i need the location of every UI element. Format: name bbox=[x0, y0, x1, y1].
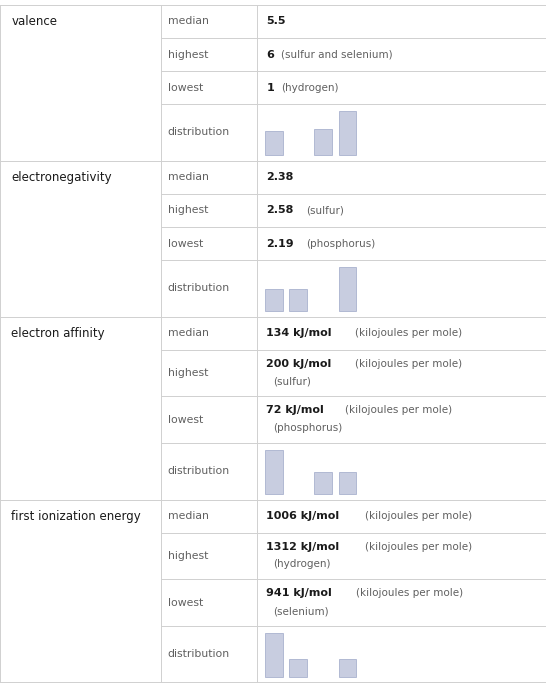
Text: electron affinity: electron affinity bbox=[11, 327, 105, 340]
Text: 2.58: 2.58 bbox=[266, 206, 294, 215]
Text: 72 kJ/mol: 72 kJ/mol bbox=[266, 405, 324, 416]
Text: (selenium): (selenium) bbox=[273, 606, 329, 616]
Text: distribution: distribution bbox=[168, 127, 230, 138]
Text: distribution: distribution bbox=[168, 283, 230, 293]
Text: median: median bbox=[168, 17, 209, 26]
Bar bbox=[339, 111, 356, 155]
Text: (kilojoules per mole): (kilojoules per mole) bbox=[365, 541, 472, 552]
Text: (kilojoules per mole): (kilojoules per mole) bbox=[355, 358, 462, 369]
Bar bbox=[339, 267, 356, 311]
Text: highest: highest bbox=[168, 551, 208, 561]
Text: electronegativity: electronegativity bbox=[11, 171, 112, 184]
Text: distribution: distribution bbox=[168, 649, 230, 659]
Text: 1312 kJ/mol: 1312 kJ/mol bbox=[266, 541, 340, 552]
Text: 5.5: 5.5 bbox=[266, 17, 286, 26]
Text: lowest: lowest bbox=[168, 598, 203, 608]
Bar bbox=[265, 289, 282, 311]
Text: 2.38: 2.38 bbox=[266, 172, 294, 182]
Text: lowest: lowest bbox=[168, 83, 203, 93]
Text: lowest: lowest bbox=[168, 415, 203, 424]
Bar bbox=[314, 472, 331, 494]
Text: (hydrogen): (hydrogen) bbox=[273, 559, 330, 570]
Text: lowest: lowest bbox=[168, 239, 203, 248]
Text: (sulfur): (sulfur) bbox=[306, 206, 344, 215]
Text: first ionization energy: first ionization energy bbox=[11, 510, 141, 523]
Text: highest: highest bbox=[168, 50, 208, 60]
Text: 1: 1 bbox=[266, 83, 274, 93]
Text: (phosphorus): (phosphorus) bbox=[306, 239, 376, 248]
Text: 2.19: 2.19 bbox=[266, 239, 294, 248]
Bar bbox=[339, 659, 356, 677]
Text: (kilojoules per mole): (kilojoules per mole) bbox=[355, 588, 463, 599]
Text: 6: 6 bbox=[266, 50, 274, 60]
Text: median: median bbox=[168, 328, 209, 338]
Text: highest: highest bbox=[168, 206, 208, 215]
Text: median: median bbox=[168, 172, 209, 182]
Text: (hydrogen): (hydrogen) bbox=[281, 83, 339, 93]
Text: (kilojoules per mole): (kilojoules per mole) bbox=[345, 405, 453, 416]
Bar bbox=[289, 289, 307, 311]
Text: (phosphorus): (phosphorus) bbox=[273, 423, 342, 433]
Text: 1006 kJ/mol: 1006 kJ/mol bbox=[266, 511, 340, 521]
Text: 200 kJ/mol: 200 kJ/mol bbox=[266, 358, 332, 369]
Bar bbox=[265, 633, 282, 677]
Text: valence: valence bbox=[11, 15, 57, 28]
Bar bbox=[265, 131, 282, 155]
Text: 941 kJ/mol: 941 kJ/mol bbox=[266, 588, 332, 599]
Bar bbox=[339, 472, 356, 494]
Text: (sulfur): (sulfur) bbox=[273, 376, 311, 387]
Text: (sulfur and selenium): (sulfur and selenium) bbox=[281, 50, 393, 60]
Bar bbox=[314, 129, 331, 155]
Text: highest: highest bbox=[168, 368, 208, 378]
Bar bbox=[265, 450, 282, 494]
Text: (kilojoules per mole): (kilojoules per mole) bbox=[355, 328, 462, 338]
Text: 134 kJ/mol: 134 kJ/mol bbox=[266, 328, 332, 338]
Text: median: median bbox=[168, 511, 209, 521]
Bar bbox=[289, 659, 307, 677]
Text: distribution: distribution bbox=[168, 466, 230, 476]
Text: (kilojoules per mole): (kilojoules per mole) bbox=[365, 511, 472, 521]
